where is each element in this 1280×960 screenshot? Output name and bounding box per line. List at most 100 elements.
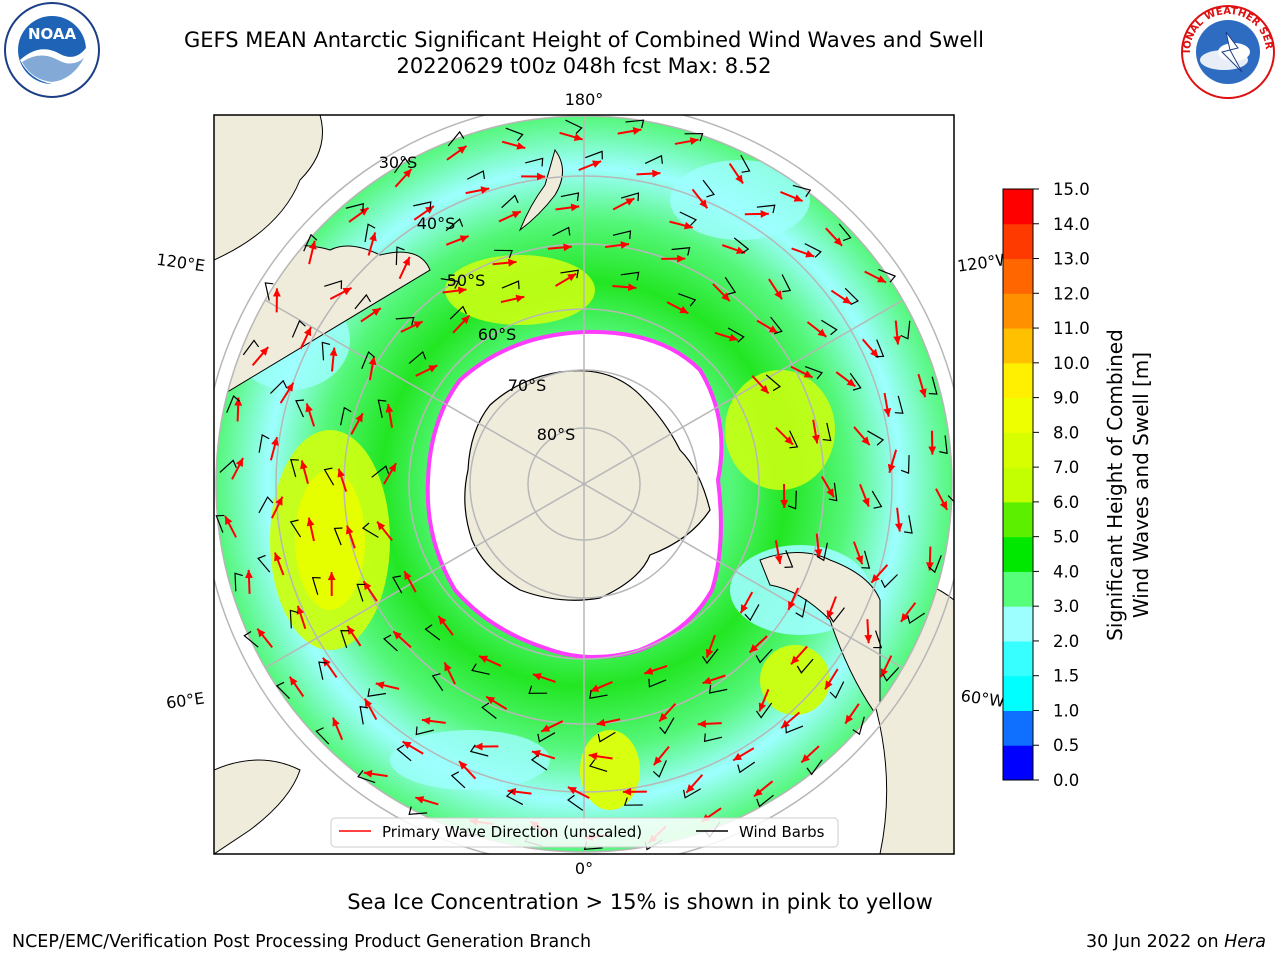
wave-arrow-head <box>699 199 708 209</box>
wave-arrow-head <box>877 275 887 283</box>
wind-barb <box>383 634 398 652</box>
wind-barb <box>552 226 571 237</box>
wave-arrow-head <box>753 788 763 797</box>
wind-barb <box>408 806 428 815</box>
wave-arrow-head <box>702 676 712 685</box>
wave-arrow-head <box>784 436 793 445</box>
wave-arrow-head <box>271 437 279 446</box>
wind-barb <box>765 374 781 392</box>
map-frame <box>213 114 955 855</box>
wind-barb <box>795 599 807 618</box>
wind-barb <box>744 604 760 622</box>
wave-arrow-head <box>457 286 467 295</box>
wave-arrow-head <box>686 784 695 793</box>
wind-barb <box>257 554 271 573</box>
wave-arrow-head <box>760 384 769 394</box>
wave-arrow-head <box>628 283 637 292</box>
wave-arrow-head <box>567 787 577 795</box>
wind-barb <box>770 316 783 335</box>
wave-arrow-head <box>428 365 438 373</box>
wind-barb <box>481 702 497 720</box>
wave-arrow-head <box>272 288 281 297</box>
wave-arrow-head <box>274 552 282 562</box>
wave-arrow-head <box>864 634 873 644</box>
wind-barb <box>408 350 427 365</box>
wind-barb <box>907 612 926 625</box>
wind-barb <box>303 233 318 252</box>
wave-arrow-head <box>289 676 298 686</box>
colorbar-tick-label: 12.0 <box>1053 284 1090 303</box>
land-new-zealand <box>518 148 563 232</box>
colorbar-tick-label: 2.0 <box>1053 632 1079 651</box>
legend-wave-label: Primary Wave Direction (unscaled) <box>382 823 642 841</box>
wind-barb <box>652 760 667 778</box>
wave-arrow-head <box>359 207 369 216</box>
wind-barb <box>494 249 513 259</box>
wave-arrow-head <box>780 499 789 508</box>
wind-barb <box>612 230 632 240</box>
wind-barb <box>333 527 343 546</box>
wave-arrow-head <box>814 549 823 558</box>
footer-host: Hera <box>1224 932 1266 952</box>
wind-barb <box>838 223 852 242</box>
legend: Primary Wave Direction (unscaled) Wind B… <box>330 817 839 848</box>
wave-arrow-head <box>887 463 896 473</box>
chart-title: GEFS MEAN Antarctic Significant Height o… <box>183 28 985 52</box>
wave-arrow-head <box>733 752 743 761</box>
wind-barb <box>449 305 467 320</box>
wave-arrow-head <box>369 232 377 242</box>
wind-barb <box>567 794 584 811</box>
wind-barb <box>215 514 225 533</box>
wind-barb <box>324 280 343 289</box>
wave-arrow-head <box>592 160 602 168</box>
wave-arrow-head <box>402 741 412 749</box>
land-australia-corner <box>214 115 323 261</box>
wind-barb <box>644 154 663 164</box>
wind-barb <box>928 376 938 395</box>
wind-barb <box>289 609 299 629</box>
wave-arrow-head <box>880 668 888 678</box>
wave-arrow-head <box>825 680 833 690</box>
wave-arrow-head <box>826 609 834 619</box>
wave-arrow-head <box>653 756 662 766</box>
wind-barb <box>804 243 822 258</box>
wind-barb <box>275 681 290 699</box>
colorbar-label-line2: Wind Waves and Swell [m] <box>1129 352 1153 618</box>
lon-label-0: 0° <box>575 859 593 878</box>
wave-arrow-head <box>883 407 892 417</box>
wind-barb <box>466 170 486 180</box>
wind-barb <box>242 339 260 356</box>
wave-arrow-head <box>511 211 521 219</box>
wind-barb <box>648 678 667 688</box>
wave-arrow-head <box>705 648 714 658</box>
wave-arrow-head <box>285 382 294 392</box>
wave-arrow-head <box>345 525 354 535</box>
wind-barb <box>377 399 387 418</box>
wind-barb <box>880 574 898 589</box>
wind-barb <box>625 119 645 129</box>
wind-barb <box>947 495 954 513</box>
lat-label-60s: 60°S <box>478 325 517 344</box>
wind-barb <box>295 399 305 418</box>
colorbar-tick-label: 1.0 <box>1053 701 1079 720</box>
wind-barb <box>852 716 865 736</box>
wind-barb <box>361 522 379 538</box>
wave-arrow-head <box>735 174 744 184</box>
wind-barb <box>861 550 871 569</box>
wave-arrow-head <box>632 127 642 135</box>
wave-arrow-head <box>760 210 769 218</box>
wave-arrow-head <box>567 273 577 282</box>
wave-arrow-head <box>729 333 738 342</box>
wind-barb <box>395 316 415 326</box>
wind-barb <box>440 278 460 289</box>
wind-barb <box>787 490 797 510</box>
wind-barb <box>784 550 794 568</box>
colorbar-segment <box>1003 640 1033 677</box>
wave-arrow-head <box>347 625 356 635</box>
wind-barb <box>471 663 490 675</box>
wave-arrow-head <box>322 657 331 667</box>
wave-arrow-head <box>862 497 870 507</box>
lon-label-180: 180° <box>565 90 604 109</box>
wave-arrow-head <box>817 328 827 337</box>
wind-barb <box>505 127 524 142</box>
